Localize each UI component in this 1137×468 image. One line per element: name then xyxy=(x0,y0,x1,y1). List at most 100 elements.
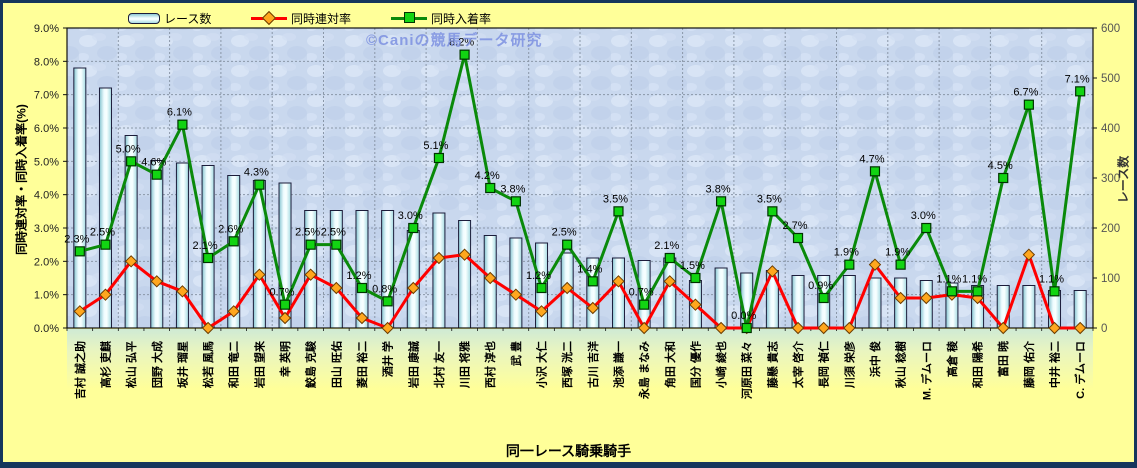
category-label: 小崎 綾也 xyxy=(714,341,728,389)
data-label: 4.3% xyxy=(244,167,269,179)
diamond-marker xyxy=(535,305,548,318)
left-tick-label: 5.0% xyxy=(34,156,59,168)
category-label: 吉村 誠之助 xyxy=(73,341,87,399)
data-label: 0.0% xyxy=(731,310,756,322)
square-marker xyxy=(151,169,162,180)
diamond-marker xyxy=(484,271,497,285)
square-marker xyxy=(408,222,419,234)
data-label: 2.5% xyxy=(295,227,320,239)
square-marker xyxy=(639,299,650,310)
square-marker xyxy=(715,196,727,207)
category-label: 北村 友一 xyxy=(432,341,446,388)
square-marker xyxy=(74,246,85,257)
square-marker xyxy=(690,272,701,284)
data-label: 2.5% xyxy=(552,227,577,239)
data-label: 4.6% xyxy=(141,157,166,169)
category-label: 和田 陽希 xyxy=(971,341,985,388)
right-tick-label: 500 xyxy=(1101,73,1120,85)
square-marker xyxy=(382,296,393,307)
square-marker xyxy=(869,166,881,177)
data-label: 1.1% xyxy=(1039,273,1064,285)
square-marker xyxy=(254,179,265,190)
green-line-square-icon xyxy=(391,11,427,23)
category-label: 田山 旺佑 xyxy=(329,341,343,388)
bar xyxy=(381,210,395,329)
diamond-marker xyxy=(894,291,907,305)
data-label: 1.9% xyxy=(834,247,859,259)
category-label: 浜中 俊 xyxy=(868,341,882,377)
legend-item-nyuchaku[interactable]: 同時入着率 xyxy=(391,10,491,26)
diamond-marker xyxy=(920,291,933,305)
bar-swatch-icon xyxy=(128,12,160,24)
category-label: 幸 英明 xyxy=(278,341,292,377)
square-marker xyxy=(1075,86,1086,97)
left-tick-label: 0.0% xyxy=(34,323,59,335)
diamond-marker xyxy=(714,321,728,335)
category-label: M. デムーロ xyxy=(919,341,933,400)
right-tick-label: 400 xyxy=(1101,123,1120,135)
right-axis-title: レース数 xyxy=(1116,155,1131,204)
diamond-marker xyxy=(689,298,702,311)
diamond-marker xyxy=(124,255,138,268)
square-marker xyxy=(228,236,239,247)
bar xyxy=(432,212,446,329)
data-label: 2.3% xyxy=(64,233,89,245)
diamond-marker xyxy=(407,281,420,295)
bar xyxy=(509,237,523,329)
left-tick-label: 8.0% xyxy=(34,56,59,68)
diamond-marker xyxy=(791,321,805,335)
diamond-marker xyxy=(99,288,112,301)
diamond-marker xyxy=(637,321,651,335)
square-marker xyxy=(331,239,342,250)
category-label: 武 豊 xyxy=(509,341,523,366)
diamond-marker xyxy=(997,321,1010,335)
diamond-marker xyxy=(304,268,317,281)
bar xyxy=(406,230,420,329)
data-label: 3.0% xyxy=(398,210,423,222)
green-line xyxy=(79,53,1082,330)
diamond-marker xyxy=(253,268,266,281)
category-label: 富田 暁 xyxy=(996,341,1010,377)
square-marker xyxy=(895,259,906,270)
category-strip-background xyxy=(67,329,1093,439)
chart-title: 同一レース騎乗騎手 xyxy=(505,443,632,459)
category-label: 松山 弘平 xyxy=(124,341,138,388)
category-label: 酒井 学 xyxy=(381,341,395,377)
legend-item-rentai[interactable]: 同時連対率 xyxy=(251,10,351,26)
square-marker xyxy=(202,252,214,264)
left-tick-label: 1.0% xyxy=(34,290,59,302)
category-label: 川田 将雅 xyxy=(458,341,472,389)
category-label: 岩田 康誠 xyxy=(406,341,420,389)
data-label: 1.2% xyxy=(346,270,371,282)
data-label: 0.8% xyxy=(372,283,397,295)
legend-item-races[interactable]: レース数 xyxy=(128,10,211,26)
square-marker xyxy=(356,282,368,294)
diamond-marker xyxy=(586,301,600,315)
diamond-marker xyxy=(201,321,215,335)
watermark: ©Caniの競馬データ研究 xyxy=(366,32,543,49)
data-label: 0.7% xyxy=(629,287,654,299)
diamond-marker xyxy=(560,281,574,295)
data-label: 3.8% xyxy=(500,183,525,195)
square-marker xyxy=(998,172,1009,184)
square-marker xyxy=(972,286,983,297)
left-tick-label: 2.0% xyxy=(34,256,59,268)
category-label: 古川 吉洋 xyxy=(586,341,600,388)
category-label: 川須 栄彦 xyxy=(842,341,856,389)
square-marker xyxy=(279,299,291,310)
category-label: 団野 大成 xyxy=(150,341,164,388)
data-label: 7.1% xyxy=(1065,73,1090,85)
square-marker xyxy=(485,182,496,194)
diamond-marker xyxy=(458,248,471,261)
bar xyxy=(611,257,625,329)
data-label: 1.9% xyxy=(885,247,910,259)
data-label: 2.7% xyxy=(782,220,807,232)
data-label: 6.7% xyxy=(1013,87,1038,99)
data-label: 4.5% xyxy=(988,160,1013,172)
category-label: 松若 風馬 xyxy=(201,341,215,388)
right-tick-label: 0 xyxy=(1101,323,1107,335)
data-label: 0.7% xyxy=(269,287,294,299)
diamond-marker xyxy=(227,305,240,318)
data-label: 8.2% xyxy=(449,37,474,49)
square-marker xyxy=(459,49,470,60)
